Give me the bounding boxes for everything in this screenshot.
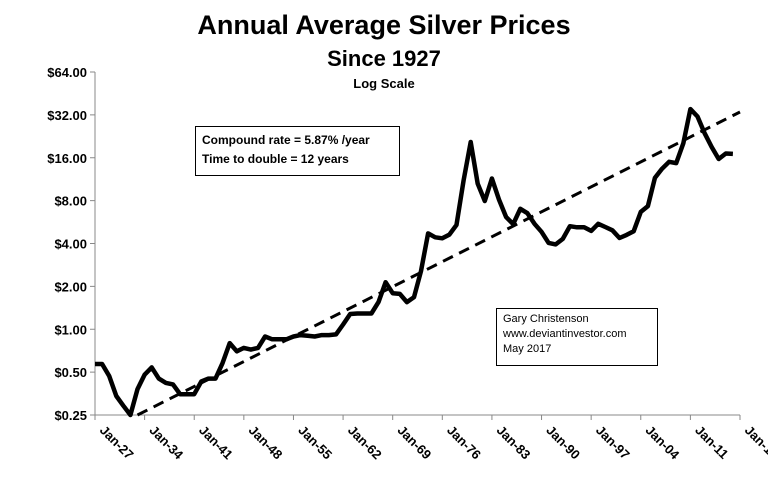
author-annotation: Gary Christenson www.deviantinvestor.com… [496, 308, 658, 366]
x-tick-label: Jan-83 [494, 423, 534, 463]
x-tick-label: Jan-97 [593, 423, 633, 463]
author-date: May 2017 [503, 343, 552, 355]
x-tick-label: Jan-27 [97, 423, 137, 463]
x-tick-label: Jan-76 [444, 423, 484, 463]
y-tick-label: $0.50 [54, 365, 87, 380]
x-tick-label: Jan-04 [643, 423, 683, 463]
y-tick-label: $8.00 [54, 194, 87, 209]
x-tick-label: Jan-62 [345, 423, 385, 463]
x-tick-label: Jan-18 [742, 423, 768, 463]
chart-title: Annual Average Silver Prices [197, 10, 571, 40]
chart-scale-note: Log Scale [353, 76, 415, 91]
x-tick-label: Jan-90 [543, 423, 583, 463]
compound-rate-line: Compound rate = 5.87% /year [202, 133, 370, 147]
y-tick-label: $2.00 [54, 279, 87, 294]
x-tick-label: Jan-41 [196, 423, 236, 463]
y-tick-label: $16.00 [47, 151, 87, 166]
x-tick-label: Jan-55 [295, 423, 335, 463]
price-line [95, 106, 734, 418]
x-tick-label: Jan-34 [146, 423, 186, 463]
author-website: www.deviantinvestor.com [503, 328, 627, 340]
y-tick-label: $32.00 [47, 108, 87, 123]
chart-subtitle: Since 1927 [327, 46, 441, 71]
y-tick-label: $1.00 [54, 322, 87, 337]
x-axis-ticks: Jan-27 Jan-34 Jan-41 Jan-48 Jan-55 Jan-62 Jan-… [94, 415, 768, 463]
y-tick-label: $0.25 [54, 408, 87, 423]
compound-rate-annotation: Compound rate = 5.87% /year Time to doub… [195, 126, 400, 176]
author-name: Gary Christenson [503, 313, 589, 325]
y-axis-ticks: $0.25 $0.50 $1.00 $2.00 $4.00 $8.00 $16.00 $32.… [47, 65, 95, 423]
x-tick-label: Jan-69 [395, 423, 435, 463]
y-tick-label: $64.00 [47, 65, 87, 80]
x-tick-label: Jan-11 [692, 423, 731, 462]
trend-line [136, 110, 741, 417]
x-tick-label: Jan-48 [246, 423, 286, 463]
doubling-time-line: Time to double = 12 years [202, 152, 349, 166]
y-tick-label: $4.00 [54, 237, 87, 252]
series-layer [94, 106, 741, 418]
